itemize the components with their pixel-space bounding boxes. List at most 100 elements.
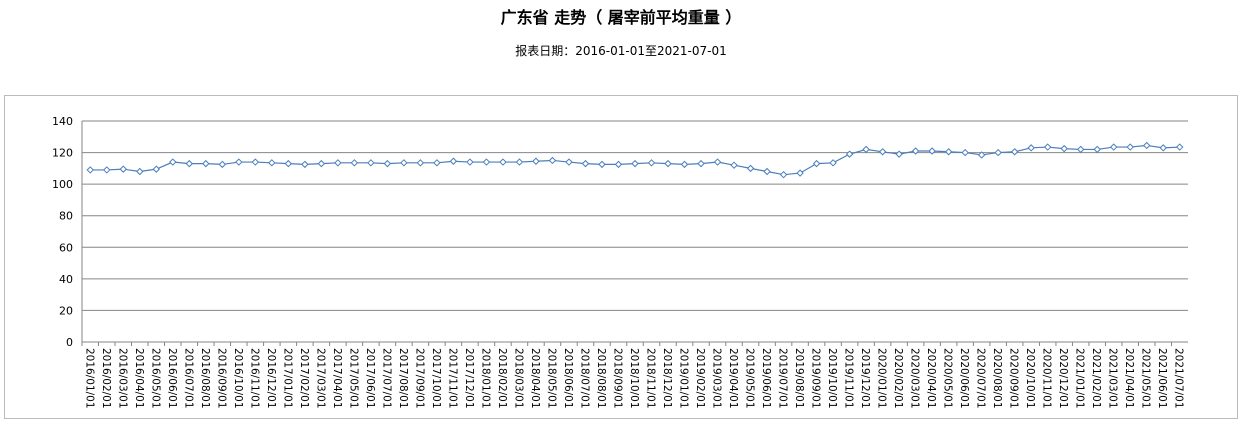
x-tick-label: 2019/09/01 <box>810 348 822 409</box>
x-tick-label: 2016/12/01 <box>265 348 277 409</box>
data-point <box>1143 141 1151 150</box>
x-tick-label: 2020/03/01 <box>909 348 921 409</box>
data-point <box>829 159 837 167</box>
x-tick-label: 2019/03/01 <box>711 348 723 409</box>
x-tick-label: 2018/11/01 <box>645 348 657 409</box>
data-point <box>466 158 474 166</box>
data-point <box>796 169 804 177</box>
x-tick-label: 2019/01/01 <box>678 348 690 409</box>
data-point <box>730 161 738 169</box>
data-point <box>119 165 127 173</box>
x-tick-label: 2020/02/01 <box>892 348 904 409</box>
data-point <box>845 150 854 158</box>
y-tick-label: 60 <box>59 241 73 254</box>
data-point <box>746 164 755 173</box>
data-point <box>1076 145 1085 154</box>
chart-frame <box>4 95 1238 419</box>
x-tick-label: 2018/12/01 <box>661 348 673 409</box>
x-tick-label: 2017/01/01 <box>281 348 293 409</box>
data-point <box>614 160 623 169</box>
x-tick-label: 2018/06/01 <box>562 348 574 409</box>
data-point <box>268 159 276 167</box>
data-point <box>499 158 507 166</box>
x-tick-label: 2018/04/01 <box>529 348 541 409</box>
x-tick-label: 2017/05/01 <box>347 348 359 409</box>
x-tick-label: 2018/08/01 <box>595 348 607 409</box>
x-tick-label: 2020/04/01 <box>925 348 937 409</box>
data-point <box>779 170 788 179</box>
data-point <box>647 159 656 167</box>
data-point <box>301 160 309 169</box>
x-tick-label: 2019/11/01 <box>843 348 855 409</box>
x-tick-label: 2018/10/01 <box>628 348 640 409</box>
data-point <box>631 159 639 168</box>
chart-title: 广东省 走势（ 屠宰前平均重量 ） <box>500 8 742 27</box>
data-point <box>334 159 342 167</box>
x-tick-label: 2021/03/01 <box>1107 348 1119 409</box>
data-point <box>235 158 243 166</box>
data-point <box>86 166 94 174</box>
x-tick-label: 2020/06/01 <box>958 348 970 409</box>
x-tick-label: 2020/01/01 <box>876 348 888 409</box>
data-point <box>1060 144 1068 153</box>
x-tick-label: 2020/08/01 <box>991 348 1003 409</box>
x-tick-label: 2019/05/01 <box>744 348 756 409</box>
x-tick-label: 2016/07/01 <box>182 348 194 409</box>
x-tick-label: 2020/12/01 <box>1057 348 1069 409</box>
data-point <box>581 159 590 168</box>
x-tick-label: 2018/09/01 <box>611 348 623 409</box>
data-point <box>317 159 326 168</box>
data-point <box>433 159 441 167</box>
x-tick-label: 2017/07/01 <box>380 348 392 409</box>
x-tick-label: 2016/06/01 <box>166 348 178 409</box>
y-tick-label: 20 <box>59 304 73 317</box>
x-tick-label: 2021/06/01 <box>1156 348 1168 409</box>
x-tick-label: 2017/02/01 <box>298 348 310 409</box>
x-tick-label: 2019/08/01 <box>793 348 805 409</box>
data-point <box>598 160 606 169</box>
x-tick-label: 2019/04/01 <box>727 348 739 409</box>
data-point <box>862 145 870 154</box>
data-point <box>1110 143 1118 151</box>
data-point <box>911 147 920 155</box>
data-point <box>812 159 821 168</box>
x-tick-label: 2018/05/01 <box>545 348 557 409</box>
x-tick-label: 2019/02/01 <box>694 348 706 409</box>
x-tick-label: 2017/04/01 <box>331 348 343 409</box>
data-point <box>1027 144 1035 152</box>
data-point <box>1043 143 1052 151</box>
data-point <box>185 159 194 168</box>
data-point <box>763 167 771 176</box>
x-tick-label: 2017/10/01 <box>430 348 442 409</box>
data-point <box>400 159 408 167</box>
y-tick-label: 120 <box>52 147 73 160</box>
x-tick-label: 2020/05/01 <box>942 348 954 409</box>
x-tick-label: 2018/03/01 <box>512 348 524 409</box>
data-point <box>713 158 722 166</box>
data-point <box>928 147 936 155</box>
x-tick-label: 2020/10/01 <box>1024 348 1036 409</box>
x-tick-label: 2018/01/01 <box>479 348 491 409</box>
data-point <box>367 159 375 167</box>
x-tick-label: 2017/08/01 <box>397 348 409 409</box>
x-tick-label: 2017/12/01 <box>463 348 475 409</box>
x-tick-label: 2017/03/01 <box>314 348 326 409</box>
data-point <box>1159 144 1167 152</box>
y-tick-label: 140 <box>52 115 73 128</box>
x-tick-label: 2021/04/01 <box>1123 348 1135 409</box>
x-tick-label: 2016/05/01 <box>149 348 161 409</box>
x-tick-label: 2021/01/01 <box>1074 348 1086 409</box>
x-tick-label: 2021/05/01 <box>1140 348 1152 409</box>
x-tick-label: 2016/11/01 <box>248 348 260 409</box>
data-point <box>994 148 1002 157</box>
x-tick-label: 2016/08/01 <box>199 348 211 409</box>
x-tick-label: 2020/11/01 <box>1041 348 1053 409</box>
data-point <box>565 158 573 166</box>
x-tick-label: 2016/04/01 <box>133 348 145 409</box>
data-point <box>680 160 689 169</box>
x-tick-label: 2016/03/01 <box>116 348 128 409</box>
data-point <box>532 157 540 165</box>
y-tick-label: 40 <box>59 273 73 286</box>
data-point <box>152 165 160 173</box>
